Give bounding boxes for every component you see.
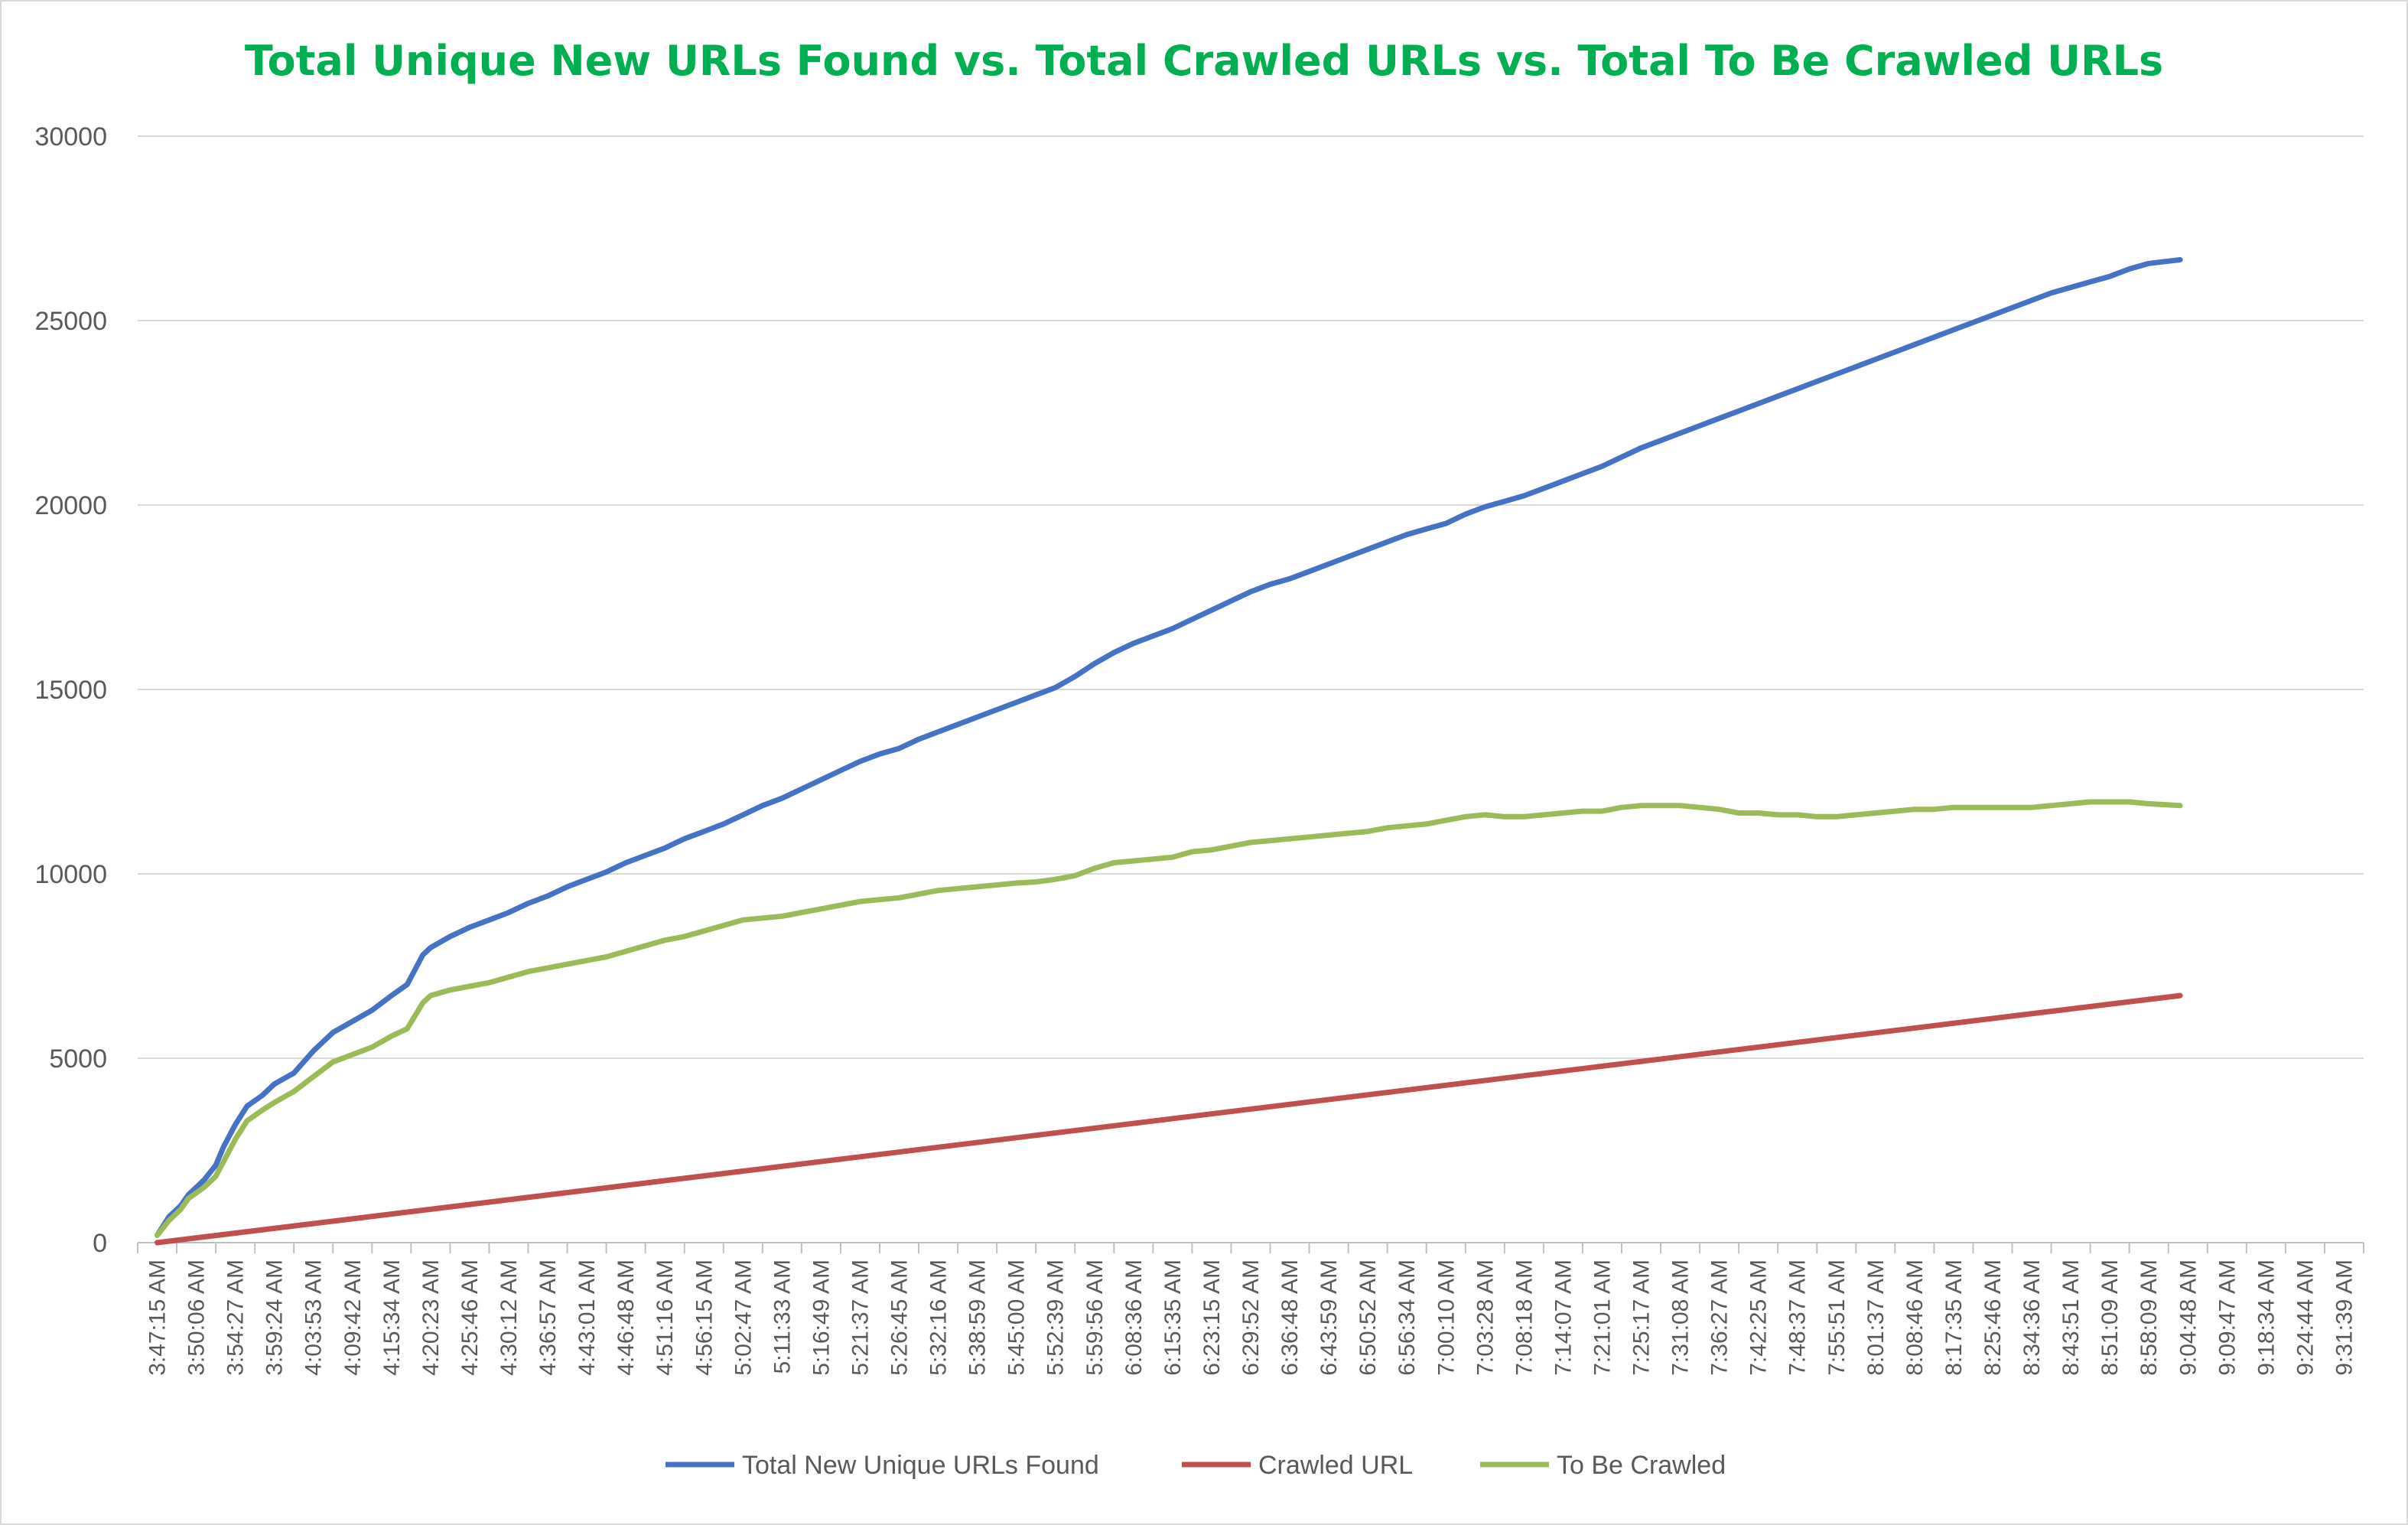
x-tick-label: 8:17:35 AM [1941,1259,1967,1376]
x-tick-label: 8:25:46 AM [1980,1259,2006,1376]
legend-label-1: Crawled URL [1258,1451,1413,1480]
x-tick-label: 7:25:17 AM [1629,1259,1655,1376]
x-tick-label: 5:02:47 AM [731,1259,756,1376]
x-tick-label: 3:47:15 AM [145,1259,171,1376]
x-tick-label: 4:51:16 AM [652,1259,678,1376]
x-tick-label: 5:26:45 AM [887,1259,913,1376]
series-line-2 [155,799,2183,1238]
x-tick-label: 5:52:39 AM [1043,1259,1069,1376]
legend-label-2: To Be Crawled [1557,1451,1726,1480]
x-tick-label: 4:09:42 AM [340,1259,366,1376]
y-tick-label: 10000 [34,860,107,889]
x-tick-label: 6:43:59 AM [1316,1259,1342,1376]
x-tick-label: 7:21:01 AM [1590,1259,1615,1376]
x-tick-label: 7:48:37 AM [1785,1259,1811,1376]
x-tick-label: 9:24:44 AM [2292,1259,2318,1376]
x-tick-label: 3:54:27 AM [223,1259,249,1376]
x-tick-label: 6:29:52 AM [1238,1259,1264,1376]
x-tick-label: 8:34:36 AM [2019,1259,2045,1376]
x-tick-label: 7:36:27 AM [1707,1259,1733,1376]
x-tick-label: 7:55:51 AM [1824,1259,1850,1376]
legend: Total New Unique URLs Found Crawled URL To… [665,1451,1726,1480]
x-tick-label: 5:59:56 AM [1082,1259,1108,1376]
series-line-0 [155,257,2183,1238]
x-tick-label: 6:50:52 AM [1355,1259,1381,1376]
x-tick-label: 4:30:12 AM [496,1259,522,1376]
x-tick-label: 4:25:46 AM [457,1259,483,1376]
x-tick-label: 9:18:34 AM [2253,1259,2279,1376]
y-tick-label: 15000 [34,676,107,705]
x-tick-label: 7:00:10 AM [1433,1259,1459,1376]
x-tick-label: 8:08:46 AM [1902,1259,1928,1376]
x-tick-label: 6:36:48 AM [1277,1259,1303,1376]
x-tick-label: 7:42:25 AM [1746,1259,1772,1376]
x-tick-label: 8:51:09 AM [2097,1259,2123,1376]
x-tick-label: 7:31:08 AM [1668,1259,1694,1376]
y-tick-label: 5000 [49,1044,107,1074]
y-tick-label: 25000 [34,307,107,336]
gridlines [138,135,2364,1243]
y-tick-label: 30000 [34,122,107,152]
y-axis-ticks: 0 5000 10000 15000 20000 25000 30000 [34,122,107,1258]
x-tick-label: 5:21:37 AM [848,1259,873,1376]
x-tick-label: 4:36:57 AM [535,1259,561,1376]
x-tick-label: 4:15:34 AM [379,1259,405,1376]
x-tick-label: 5:38:59 AM [965,1259,991,1376]
x-tick-label: 8:58:09 AM [2136,1259,2162,1376]
series-line-1 [155,992,2183,1246]
x-tick-label: 8:43:51 AM [2058,1259,2084,1376]
x-tick-label: 6:15:35 AM [1160,1259,1186,1376]
x-tick-label: 6:23:15 AM [1199,1259,1225,1376]
series-lines [155,257,2183,1246]
y-tick-label: 0 [93,1229,107,1258]
x-tick-label: 3:59:24 AM [262,1259,288,1376]
y-tick-label: 20000 [34,491,107,520]
x-tick-label: 5:16:49 AM [809,1259,834,1376]
x-tick-label: 5:11:33 AM [770,1259,795,1374]
x-tick-label: 4:20:23 AM [418,1259,444,1376]
x-tick-label: 4:46:48 AM [613,1259,639,1376]
x-tick-label: 4:56:15 AM [691,1259,717,1376]
x-tick-label: 6:08:36 AM [1121,1259,1147,1376]
x-tick-label: 9:09:47 AM [2214,1259,2240,1376]
x-axis-ticks: 3:47:15 AM 3:50:06 AM 3:54:27 AM 3:59:24 AM… [137,1243,2364,1376]
x-tick-label: 7:14:07 AM [1551,1259,1576,1376]
x-tick-label: 7:08:18 AM [1512,1259,1537,1376]
x-tick-label: 8:01:37 AM [1863,1259,1889,1376]
x-tick-label: 5:32:16 AM [926,1259,952,1376]
chart-title: Total Unique New URLs Found vs. Total Cr… [245,37,2163,85]
x-tick-label: 6:56:34 AM [1394,1259,1420,1376]
x-tick-label: 5:45:00 AM [1004,1259,1030,1376]
legend-label-0: Total New Unique URLs Found [742,1451,1099,1480]
x-tick-label: 3:50:06 AM [184,1259,210,1376]
x-tick-label: 9:04:48 AM [2175,1259,2201,1376]
x-tick-label: 4:03:53 AM [301,1259,327,1376]
x-tick-label: 4:43:01 AM [574,1259,600,1376]
x-tick-label: 7:03:28 AM [1472,1259,1498,1376]
x-tick-label: 9:31:39 AM [2332,1259,2357,1376]
